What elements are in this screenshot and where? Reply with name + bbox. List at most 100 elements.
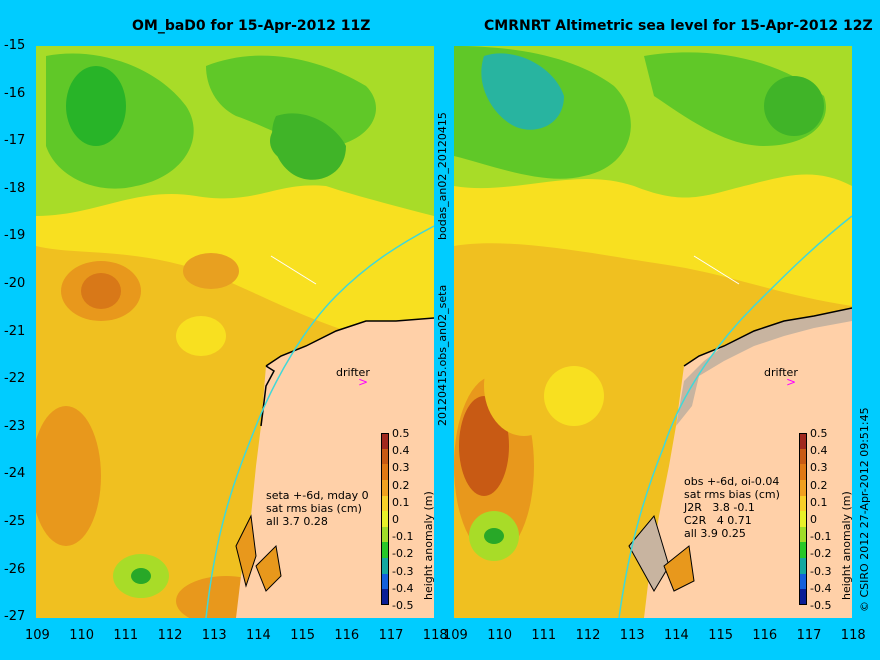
annotation-line: all 3.7 0.28 — [266, 515, 328, 528]
colorbar-tick-label: -0.4 — [810, 581, 832, 595]
left-panel-title: OM_baD0 for 15-Apr-2012 11Z — [132, 18, 371, 34]
right-map: drifter > — [454, 46, 852, 618]
colorbar-tick-label: 0 — [810, 513, 817, 526]
colorbar-tick-label: -0.1 — [810, 530, 832, 544]
right-side-label: 20120415.obs_an02_seta — [436, 284, 449, 426]
colorbar-tick-label: 0.4 — [810, 444, 828, 458]
x-tick-label: 112 — [157, 628, 183, 643]
colorbar-tick-label: 0.1 — [810, 495, 828, 509]
y-tick-label: -26 — [4, 561, 26, 577]
colorbar-segment — [381, 558, 389, 575]
y-tick-label: -22 — [4, 371, 26, 387]
y-tick-label: -20 — [4, 276, 26, 291]
y-tick-label: -18 — [4, 180, 26, 196]
colorbar-segment — [799, 495, 807, 512]
colorbar-segment — [799, 448, 807, 465]
annotation-line: J2R 3.8 -0.1 — [684, 501, 755, 514]
x-tick-label: 113 — [619, 628, 645, 643]
y-tick-label: -19 — [4, 228, 26, 244]
colorbar-segment — [381, 589, 389, 606]
credit-label: © CSIRO 2012 27-Apr-2012 09:51:45 — [858, 407, 871, 612]
colorbar-segment — [381, 526, 389, 543]
y-tick-label: -23 — [4, 418, 26, 434]
x-tick-label: 115 — [708, 628, 734, 643]
colorbar-segment — [799, 433, 807, 450]
x-tick-label: 114 — [664, 628, 689, 643]
y-tick-label: -25 — [4, 514, 26, 529]
colorbar-segment — [381, 495, 389, 512]
right-colorbar-title: height anomaly (m) — [840, 491, 853, 600]
colorbar-tick-label: -0.3 — [392, 564, 414, 578]
colorbar-segment — [799, 589, 807, 606]
x-tick-label: 115 — [290, 628, 316, 643]
left-drifter-label: drifter — [336, 366, 370, 379]
left-colorbar-title: height anomaly (m) — [422, 491, 435, 600]
colorbar-tick-label: -0.2 — [810, 547, 832, 561]
left-map: drifter > — [36, 46, 434, 618]
x-tick-label: 111 — [531, 628, 557, 643]
annotation-line: sat rms bias (cm) — [684, 488, 780, 501]
colorbar-segment — [799, 526, 807, 543]
colorbar-tick-label: -0.1 — [392, 530, 414, 544]
x-tick-label: 109 — [443, 628, 468, 643]
colorbar-tick-label: -0.3 — [810, 564, 832, 578]
x-tick-label: 117 — [796, 628, 822, 643]
colorbar-segment — [381, 448, 389, 465]
colorbar-tick-label: 0.3 — [810, 461, 828, 475]
colorbar-segment — [381, 511, 389, 528]
left-map-panel: drifter > — [36, 46, 434, 618]
x-tick-label: 110 — [69, 628, 95, 643]
colorbar-segment — [799, 558, 807, 575]
colorbar-segment — [799, 464, 807, 481]
colorbar-tick-label: -0.5 — [392, 599, 414, 612]
right-drifter-label: drifter — [764, 366, 798, 379]
annotation-line: seta +-6d, mday 0 — [266, 489, 369, 502]
x-tick-label: 118 — [422, 628, 448, 643]
y-tick-label: -24 — [4, 466, 26, 482]
colorbar-tick-label: 0.4 — [392, 444, 410, 458]
x-tick-label: 112 — [575, 628, 601, 643]
colorbar-tick-label: -0.4 — [392, 581, 414, 595]
left-annotation: seta +-6d, mday 0 sat rms bias (cm) all 3.… — [266, 489, 369, 528]
annotation-line: C2R 4 0.71 — [684, 514, 752, 527]
y-tick-label: -16 — [4, 85, 26, 101]
right-map-panel: drifter > — [454, 46, 852, 618]
x-tick-label: 118 — [840, 628, 866, 643]
colorbar-segment — [381, 573, 389, 590]
y-tick-label: -27 — [4, 609, 26, 625]
colorbar-tick-label: 0.5 — [810, 427, 828, 440]
colorbar-tick-label: -0.2 — [392, 547, 414, 561]
right-annotation: obs +-6d, oi-0.04 sat rms bias (cm) J2R 3.… — [684, 475, 780, 540]
colorbar-tick-label: 0 — [392, 513, 399, 526]
colorbar-segment — [381, 479, 389, 497]
colorbar-tick-label: -0.5 — [810, 599, 832, 612]
y-tick-label: -15 — [4, 38, 26, 53]
x-tick-label: 113 — [201, 628, 227, 643]
colorbar-frame — [799, 433, 807, 605]
colorbar-segment — [799, 573, 807, 590]
colorbar-tick-label: 0.3 — [392, 461, 410, 475]
colorbar-segment — [381, 433, 389, 450]
colorbar-segment — [799, 511, 807, 528]
colorbar-tick-label: 0.2 — [810, 478, 828, 492]
colorbar-segment — [381, 464, 389, 481]
x-tick-label: 114 — [246, 628, 271, 643]
y-tick-label: -17 — [4, 133, 26, 149]
colorbar-tick-label: 0.2 — [392, 478, 410, 492]
colorbar-frame — [381, 433, 389, 605]
x-tick-label: 117 — [378, 628, 404, 643]
x-tick-label: 116 — [752, 628, 778, 643]
colorbar-segment — [799, 479, 807, 497]
colorbar-tick-label: 0.1 — [392, 495, 410, 509]
x-tick-label: 109 — [25, 628, 50, 643]
x-tick-label: 111 — [113, 628, 139, 643]
colorbar-tick-label: 0.5 — [392, 427, 410, 440]
right-panel-title: CMRNRT Altimetric sea level for 15-Apr-2… — [484, 18, 873, 34]
left-drifter-arrow-icon: > — [358, 375, 368, 389]
right-drifter-arrow-icon: > — [786, 375, 796, 389]
left-side-label: bodas_an02_20120415 — [436, 112, 449, 240]
annotation-line: obs +-6d, oi-0.04 — [684, 475, 780, 488]
colorbar-segment — [381, 542, 389, 559]
y-tick-label: -21 — [4, 323, 26, 339]
annotation-line: sat rms bias (cm) — [266, 502, 362, 515]
